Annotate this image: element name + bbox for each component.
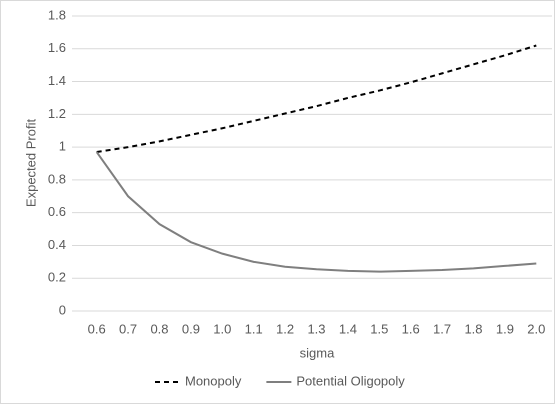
x-tick-label: 1.7 — [433, 321, 451, 336]
line-series — [95, 151, 537, 273]
y-tick-label: 1.8 — [48, 7, 66, 22]
x-tick-label: 0.6 — [88, 321, 106, 336]
y-tick-label: 0.8 — [48, 171, 66, 186]
x-tick-label: 1.8 — [464, 321, 482, 336]
y-tick-label: 1.2 — [48, 106, 66, 121]
x-tick-label: 1.3 — [307, 321, 325, 336]
x-tick-label: 1.2 — [276, 321, 294, 336]
y-axis-title: Expected Profit — [23, 119, 38, 208]
x-tick-label: 1.1 — [245, 321, 263, 336]
y-tick-label: 0.6 — [48, 204, 66, 219]
x-tick-label: 1.0 — [213, 321, 231, 336]
x-axis-title: sigma — [300, 345, 335, 360]
y-tick-label: 0.2 — [48, 270, 66, 285]
y-tick-label: 1 — [59, 139, 66, 154]
y-tick-label: 0 — [59, 302, 66, 317]
y-tick-label: 1.4 — [48, 73, 66, 88]
legend-label: Monopoly — [185, 373, 242, 388]
line-series — [96, 44, 537, 154]
x-tick-label: 1.6 — [402, 321, 420, 336]
x-tick-label: 0.7 — [119, 321, 137, 336]
x-tick-label: 0.8 — [150, 321, 168, 336]
y-tick-label: 0.4 — [48, 237, 66, 252]
y-tick-label: 1.6 — [48, 40, 66, 55]
x-tick-label: 1.9 — [496, 321, 514, 336]
x-tick-label: 0.9 — [182, 321, 200, 336]
x-tick-label: 2.0 — [527, 321, 545, 336]
legend-label: Potential Oligopoly — [296, 373, 405, 388]
x-tick-label: 1.5 — [370, 321, 388, 336]
x-tick-label: 1.4 — [339, 321, 357, 336]
